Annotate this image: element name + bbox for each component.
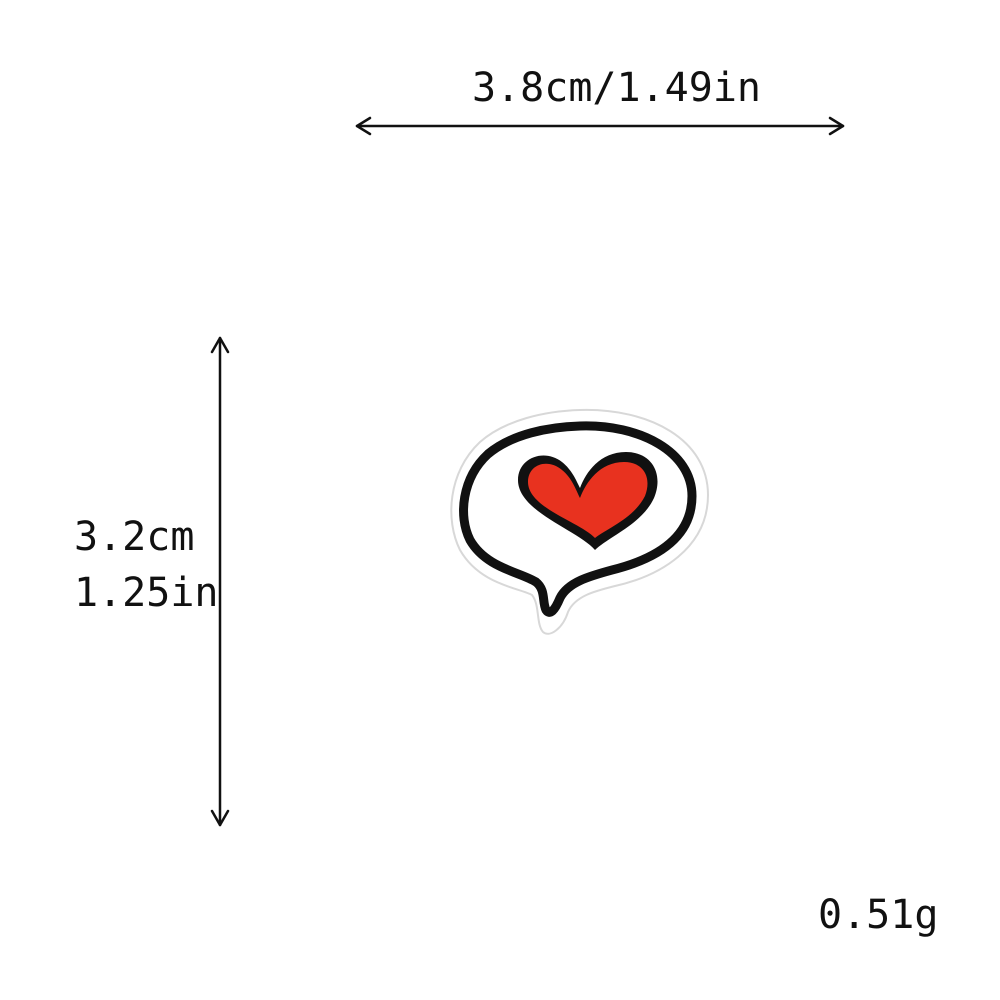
height-arrow: [210, 336, 230, 827]
width-label: 3.8cm/1.49in: [472, 65, 761, 111]
weight-label: 0.51g: [818, 892, 939, 938]
height-label: 3.2cm 1.25in: [74, 509, 219, 621]
height-label-cm: 3.2cm: [74, 514, 195, 560]
speech-bubble-heart-patch-icon: [450, 408, 710, 635]
height-label-in: 1.25in: [74, 570, 219, 616]
